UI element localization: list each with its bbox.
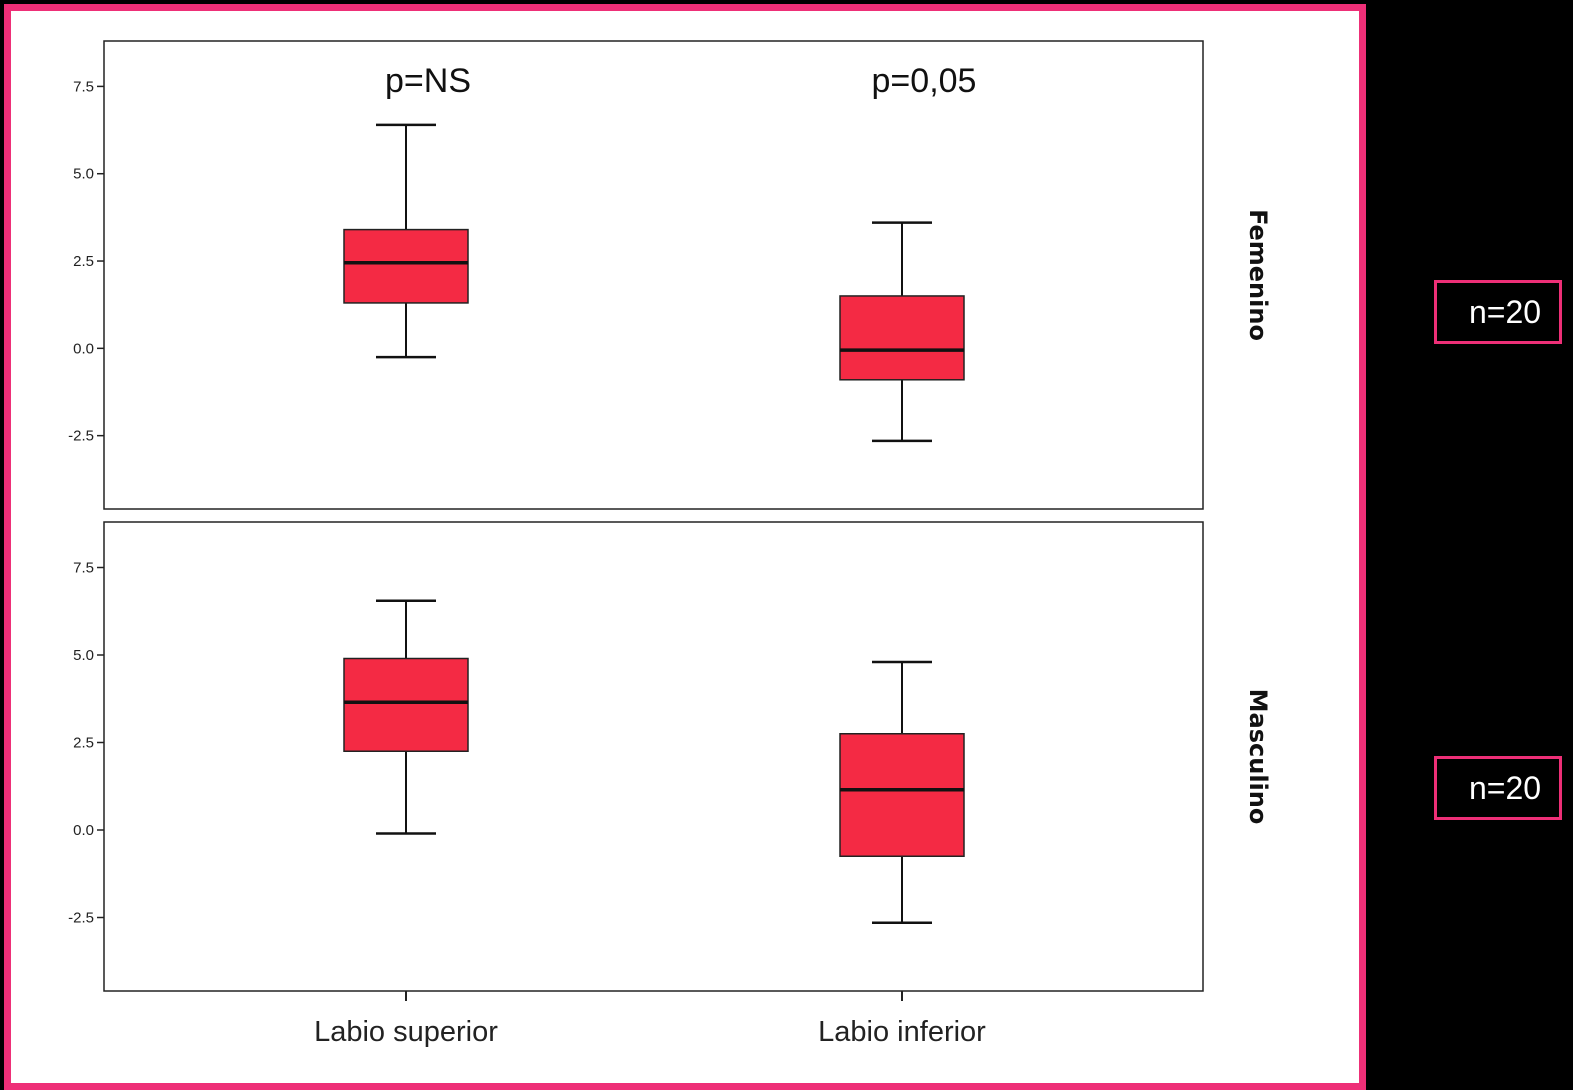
y-tick-label-1-1: 5.0 xyxy=(73,647,94,664)
box-0-0 xyxy=(343,228,469,304)
y-tick-label-0-1: 5.0 xyxy=(73,166,94,183)
y-tick-label-1-0: 7.5 xyxy=(73,560,94,577)
n-label-masculino: n=20 xyxy=(1434,756,1562,820)
y-tick-label-0-4: -2.5 xyxy=(68,428,94,445)
y-tick-label-0-0: 7.5 xyxy=(73,78,94,95)
chart-frame: 7.5 5.0 2.5 0.0 -2.5 Femenino p=NS p=0,05 7.5 5.0… xyxy=(4,4,1366,1090)
x-tick-label-0: Labio superior xyxy=(314,1016,498,1048)
facet-label-0: Femenino xyxy=(1244,209,1272,341)
n-label-femenino: n=20 xyxy=(1434,280,1562,344)
y-tick-label-0-2: 2.5 xyxy=(73,253,94,270)
x-tick-label-1: Labio inferior xyxy=(818,1016,986,1048)
box-0-1 xyxy=(839,295,965,381)
y-tick-label-0-3: 0.0 xyxy=(73,340,94,357)
facet-label-1: Masculino xyxy=(1244,689,1272,825)
y-tick-label-1-4: -2.5 xyxy=(68,910,94,927)
y-tick-label-1-2: 2.5 xyxy=(73,735,94,752)
p-value-0-1: p=0,05 xyxy=(872,62,977,100)
box-1-1 xyxy=(839,733,965,857)
p-value-0-0: p=NS xyxy=(385,62,471,100)
box-1-0 xyxy=(343,657,469,752)
panel-border-1 xyxy=(103,521,1204,992)
y-tick-label-1-3: 0.0 xyxy=(73,822,94,839)
boxplot-chart: 7.5 5.0 2.5 0.0 -2.5 Femenino p=NS p=0,05 7.5 5.0… xyxy=(68,40,1272,1048)
panel-border-0 xyxy=(103,40,1204,510)
